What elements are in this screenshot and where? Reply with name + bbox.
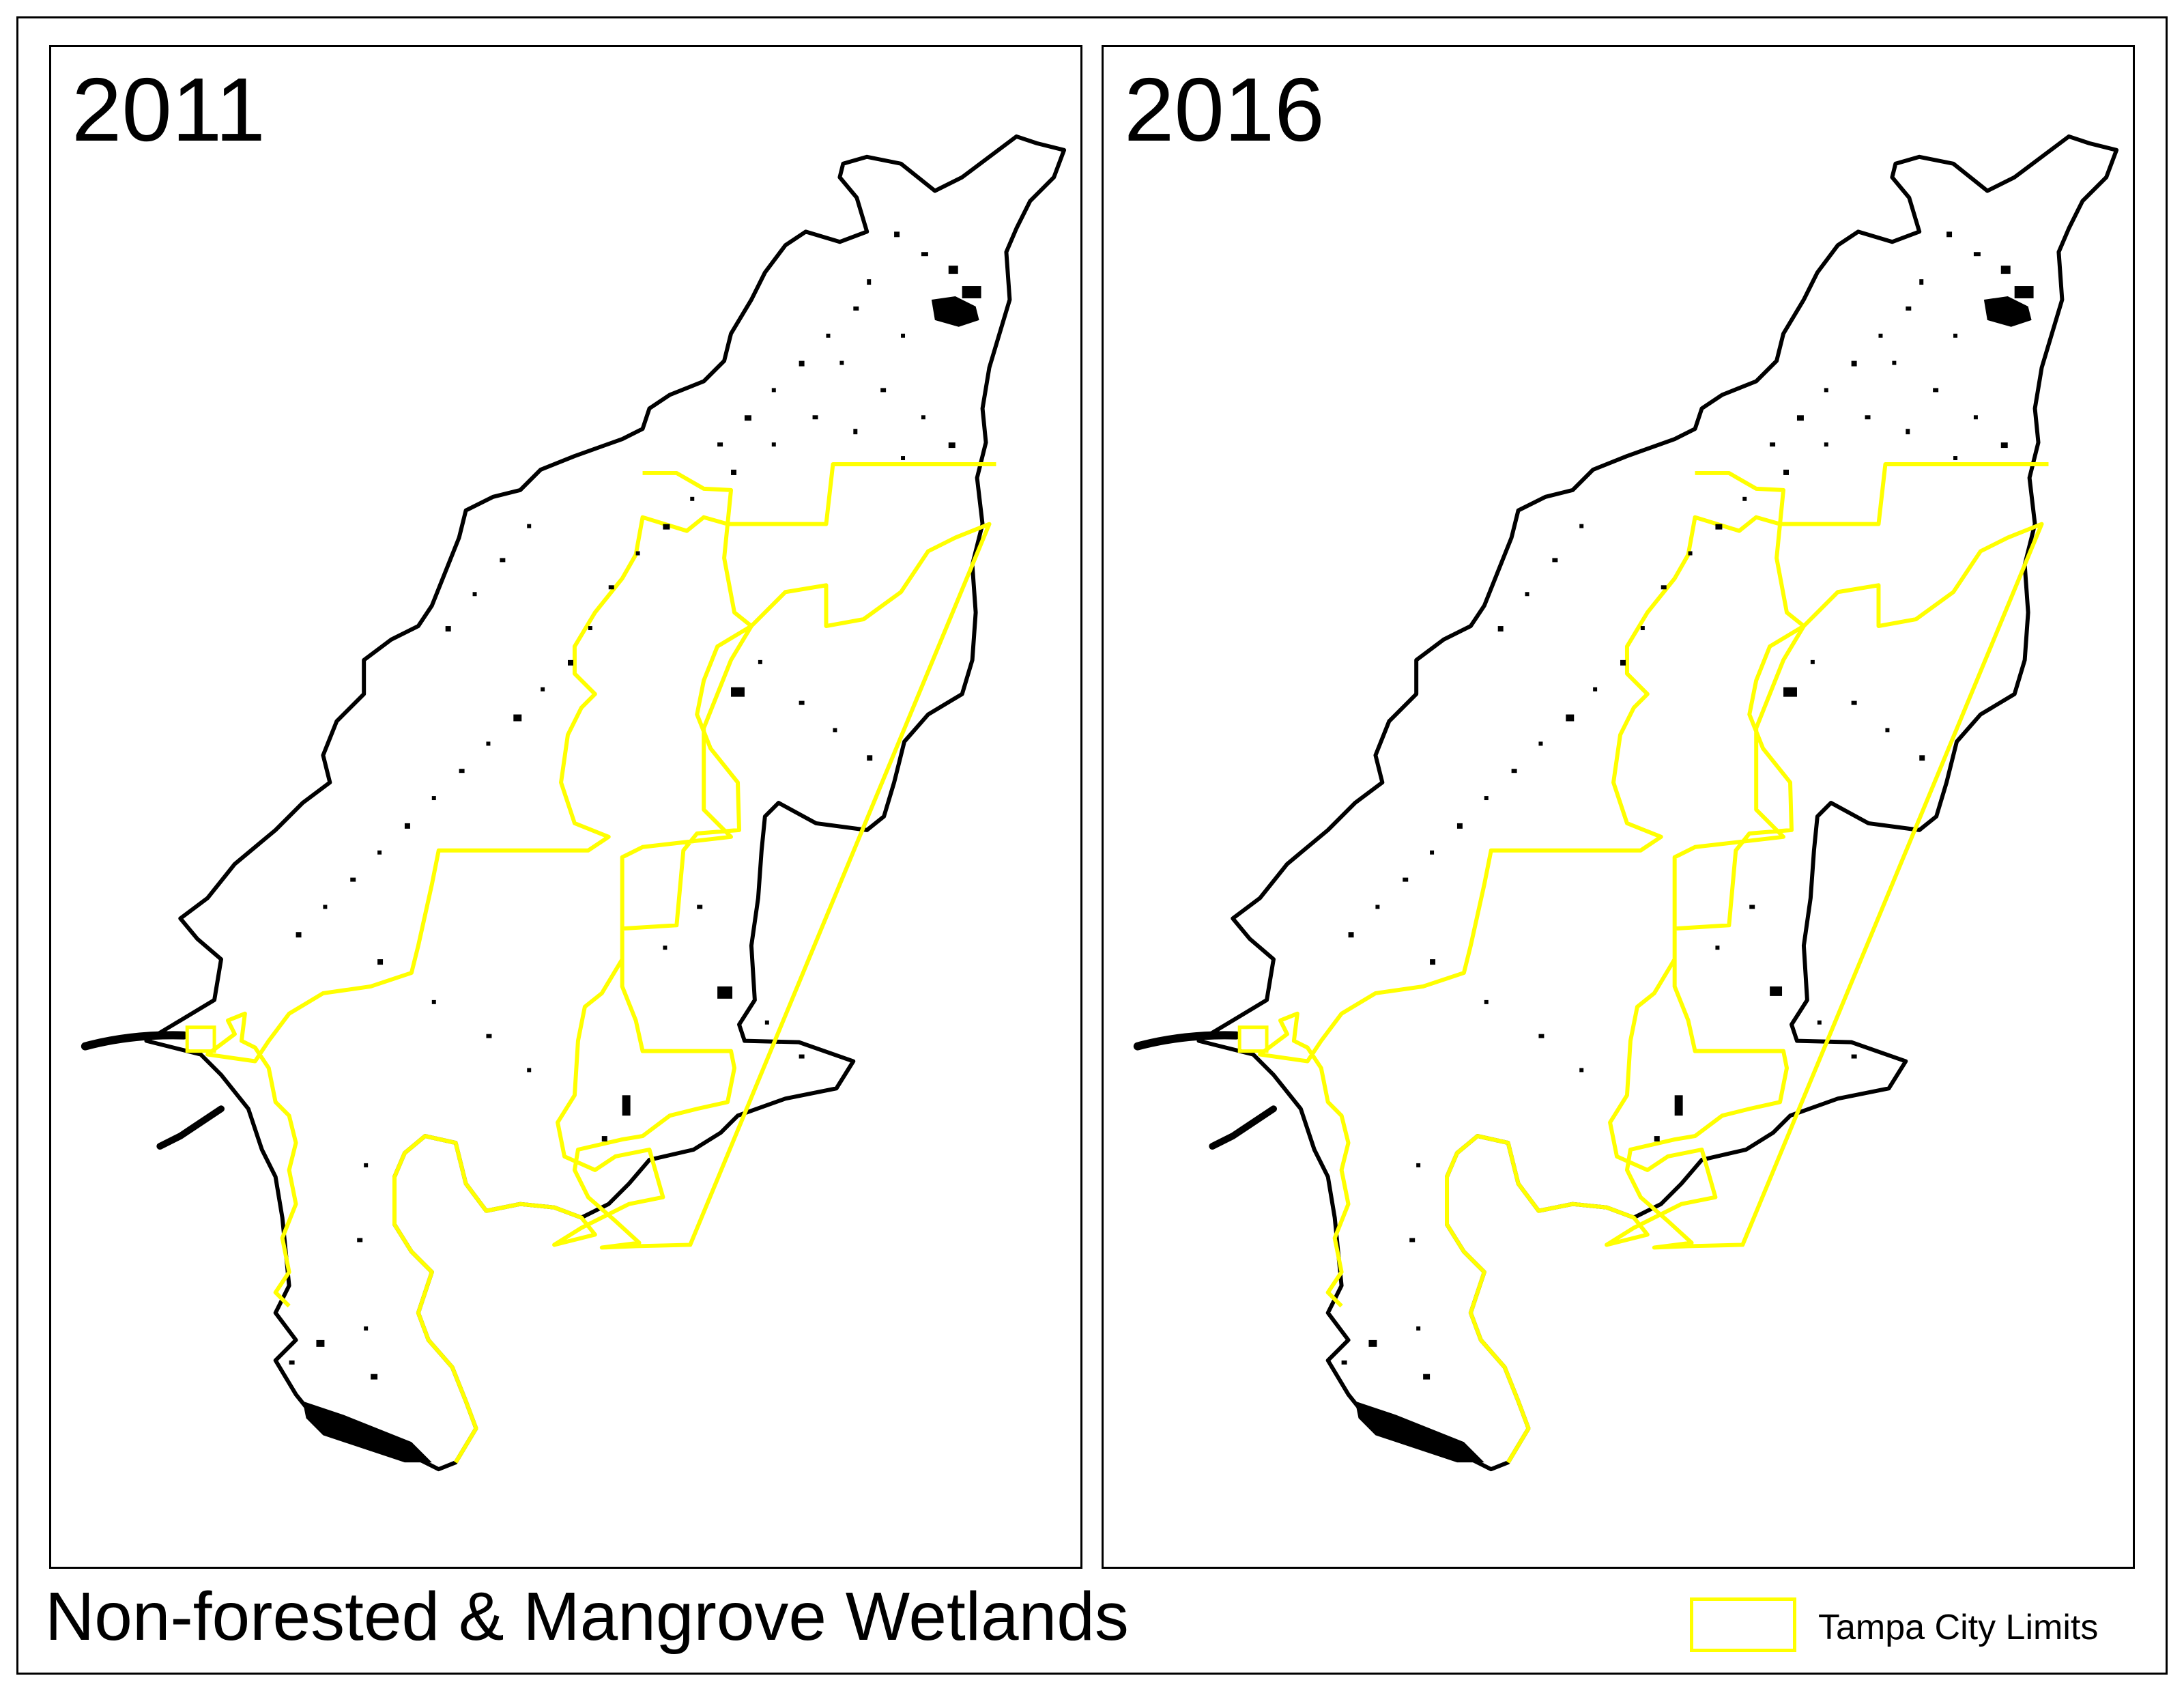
wetland-cluster-north [1983, 296, 2032, 327]
legend: Tampa City Limits [1690, 1597, 2140, 1655]
panel-year-label: 2011 [72, 59, 265, 160]
tampa-city-limits [205, 462, 996, 1464]
panel-year-label: 2016 [1124, 59, 1325, 160]
mangrove-southern-tip [1355, 1401, 1484, 1463]
tampa-city-limits [1258, 462, 2049, 1464]
wetland-cluster-north [931, 296, 979, 327]
county-outline [144, 134, 1067, 1472]
tampa-city-limits-box [185, 1025, 216, 1053]
causeway-upper [81, 1031, 188, 1051]
causeway-upper [1133, 1031, 1241, 1051]
mangrove-southern-tip [302, 1401, 432, 1463]
county-map-2016 [1133, 134, 2119, 1472]
legend-label: Tampa City Limits [1818, 1608, 2099, 1647]
wetland-patches [289, 231, 981, 1380]
figure-frame [16, 16, 2168, 1675]
tampa-city-limits-box [1237, 1025, 1269, 1053]
wetland-patches [1341, 231, 2034, 1380]
map-panel-2016: 2016 [1102, 45, 2135, 1569]
county-map-2011 [81, 134, 1067, 1472]
figure-title: Non-forested & Mangrove Wetlands [45, 1578, 1129, 1655]
legend-swatch-city-limits [1690, 1597, 1796, 1652]
causeway-lower [1209, 1105, 1277, 1150]
county-outline [1196, 134, 2119, 1472]
causeway-lower [156, 1105, 225, 1150]
map-panel-2011: 2011 [49, 45, 1082, 1569]
